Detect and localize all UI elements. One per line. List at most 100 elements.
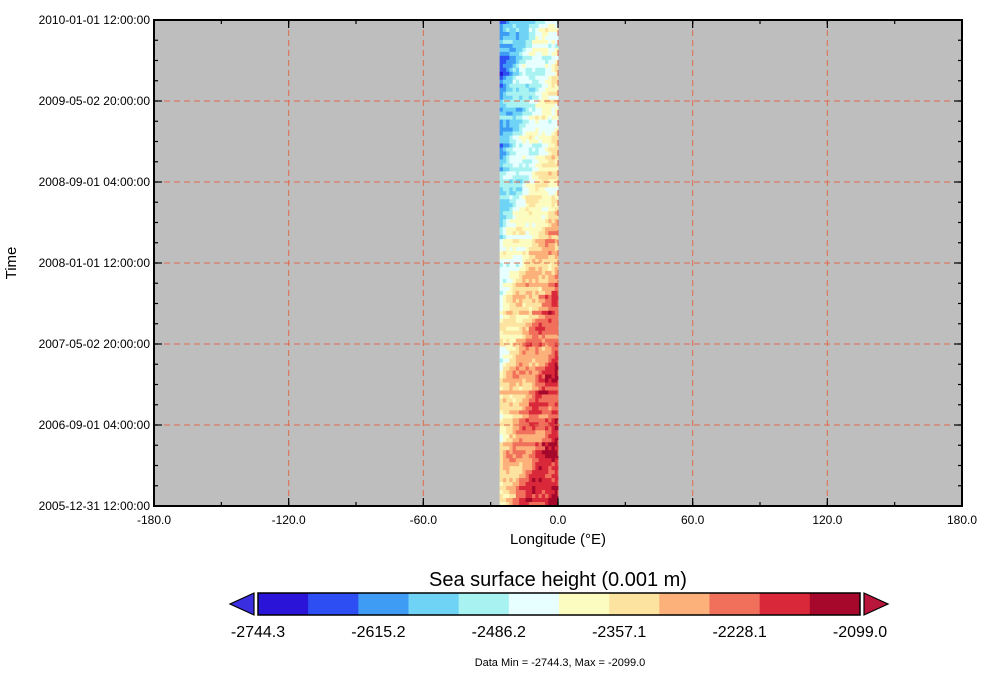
heatmap-cell [506,462,510,467]
heatmap-cell [551,71,556,77]
colorbar [228,592,890,616]
heatmap-cell [525,231,530,236]
heatmap-cell [512,263,517,268]
heatmap-cell [541,274,546,280]
heatmap-cell [541,79,546,85]
heatmap-cell [515,20,520,25]
heatmap-cell [541,294,546,300]
heatmap-cell [538,27,543,33]
heatmap-cell [525,318,530,324]
heatmap-cell [515,374,520,379]
heatmap-cell [509,183,514,188]
heatmap-cell [522,362,526,367]
heatmap-cell [509,187,514,192]
heatmap-cell [538,274,543,280]
heatmap-cell [509,394,514,399]
heatmap-cell [502,474,507,479]
heatmap-cell [538,51,543,57]
heatmap-cell [541,278,546,284]
heatmap-cell [502,298,507,304]
heatmap-cell [535,406,539,411]
heatmap-cell [532,370,536,375]
heatmap-cell [499,298,504,304]
heatmap-cell [541,75,546,81]
heatmap-cell [538,263,543,268]
heatmap-cell [548,135,552,140]
heatmap-cell [522,239,526,244]
heatmap-cell [519,362,523,367]
heatmap-cell [532,219,536,224]
heatmap-cell [548,235,552,240]
heatmap-cell [502,486,507,491]
heatmap-cell [519,322,523,328]
heatmap-cell [519,243,523,248]
heatmap-cell [509,43,514,49]
heatmap-cell [532,39,536,45]
heatmap-cell [522,195,526,200]
heatmap-cell [532,494,536,499]
heatmap-cell [548,326,552,332]
heatmap-cell [522,502,526,506]
heatmap-cell [509,147,514,152]
heatmap-cell [528,43,533,49]
heatmap-cell [554,43,559,49]
heatmap-cell [522,282,526,288]
heatmap-cell [525,71,530,77]
heatmap-cell [545,366,549,371]
heatmap-cell [506,346,510,352]
heatmap-cell [535,131,539,136]
heatmap-cell [509,362,514,367]
heatmap-cell [532,227,536,232]
heatmap-cell [528,183,533,188]
heatmap-cell [541,31,546,37]
heatmap-cell [532,67,536,73]
heatmap-cell [499,191,504,196]
heatmap-cell [545,227,549,232]
heatmap-cell [528,434,533,439]
heatmap-cell [525,370,530,375]
heatmap-cell [545,39,549,45]
heatmap-cell [532,322,536,328]
heatmap-cell [532,215,536,220]
heatmap-cell [535,191,539,196]
heatmap-cell [532,474,536,479]
heatmap-cell [532,498,536,503]
heatmap-cell [548,346,552,352]
heatmap-cell [506,71,510,77]
heatmap-cell [506,434,510,439]
heatmap-cell [522,255,526,260]
heatmap-cell [554,306,559,312]
heatmap-cell [506,294,510,300]
heatmap-cell [509,286,514,292]
heatmap-cell [512,195,517,200]
heatmap-cell [522,410,526,415]
heatmap-cell [502,418,507,423]
heatmap-cell [541,370,546,375]
heatmap-cell [519,334,523,340]
heatmap-cell [519,47,523,53]
heatmap-cell [532,175,536,180]
heatmap-cell [548,418,552,423]
heatmap-cell [515,314,520,320]
heatmap-cell [545,231,549,236]
heatmap-cell [535,410,539,415]
heatmap-cell [519,103,523,109]
heatmap-cell [554,187,559,192]
heatmap-cell [515,470,520,475]
heatmap-cell [506,223,510,228]
heatmap-cell [548,175,552,180]
heatmap-cell [545,314,549,320]
heatmap-cell [502,442,507,447]
heatmap-cell [519,127,523,132]
heatmap-cell [528,39,533,45]
heatmap-cell [541,63,546,69]
heatmap-cell [532,282,536,288]
heatmap-cell [515,135,520,140]
heatmap-cell [532,290,536,296]
heatmap-cell [515,247,520,252]
heatmap-cell [535,394,539,399]
heatmap-cell [509,199,514,204]
heatmap-cell [551,51,556,57]
heatmap-cell [528,211,533,216]
heatmap-cell [538,290,543,296]
